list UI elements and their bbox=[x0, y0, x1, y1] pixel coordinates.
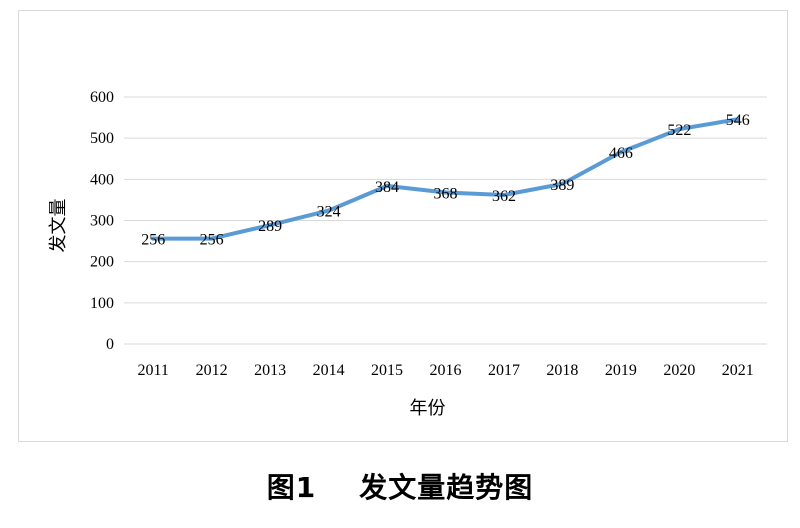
y-tick-label: 200 bbox=[90, 254, 114, 271]
y-axis-title: 发文量 bbox=[48, 199, 69, 253]
data-point bbox=[209, 236, 214, 241]
data-point bbox=[735, 117, 740, 122]
x-tick-label: 2015 bbox=[371, 362, 403, 379]
data-point bbox=[268, 223, 273, 228]
y-tick-label: 400 bbox=[90, 171, 114, 188]
gridlines bbox=[124, 96, 767, 345]
y-tick-label: 0 bbox=[106, 336, 114, 353]
x-tick-label: 2020 bbox=[663, 362, 695, 379]
y-tick-label: 500 bbox=[90, 130, 114, 147]
y-tick-label: 100 bbox=[90, 295, 114, 312]
x-tick-label: 2012 bbox=[196, 362, 228, 379]
y-tick-label: 600 bbox=[90, 89, 114, 106]
x-axis-title: 年份 bbox=[410, 398, 446, 419]
data-label: 389 bbox=[550, 177, 574, 194]
data-point bbox=[501, 192, 506, 197]
data-label: 256 bbox=[141, 232, 165, 249]
data-point bbox=[618, 150, 623, 155]
x-axis-ticks: 2011 2012 2013 2014 2015 2016 2017 2018 2019 2020… bbox=[138, 362, 754, 379]
x-tick-label: 2021 bbox=[722, 362, 754, 379]
figure-number: 图1 bbox=[266, 471, 317, 504]
data-labels: 256 256 289 324 384 368 362 389 466 522 546 bbox=[141, 112, 750, 248]
x-tick-label: 2014 bbox=[313, 362, 345, 379]
data-point bbox=[560, 181, 565, 186]
data-point bbox=[443, 190, 448, 195]
data-label: 324 bbox=[317, 204, 341, 221]
data-label: 362 bbox=[492, 188, 516, 205]
data-point bbox=[385, 183, 390, 188]
series-layer bbox=[151, 117, 740, 241]
x-tick-label: 2016 bbox=[430, 362, 462, 379]
x-tick-label: 2019 bbox=[605, 362, 637, 379]
data-label: 546 bbox=[726, 112, 750, 129]
data-label: 466 bbox=[609, 145, 633, 162]
figure-caption: 图1 发文量趋势图 bbox=[0, 466, 800, 506]
data-label: 256 bbox=[200, 232, 224, 249]
data-point bbox=[326, 208, 331, 213]
x-tick-label: 2011 bbox=[138, 362, 169, 379]
data-label: 368 bbox=[434, 186, 458, 203]
x-tick-label: 2017 bbox=[488, 362, 520, 379]
data-label: 522 bbox=[667, 122, 691, 139]
x-tick-label: 2018 bbox=[546, 362, 578, 379]
chart-area: 0 100 200 300 400 500 600 2011 2012 2013 2014 2015… bbox=[18, 10, 788, 442]
y-axis-ticks: 0 100 200 300 400 500 600 bbox=[90, 89, 114, 353]
data-label: 384 bbox=[375, 179, 399, 196]
data-label: 289 bbox=[258, 218, 282, 235]
data-point bbox=[677, 127, 682, 132]
x-tick-label: 2013 bbox=[254, 362, 286, 379]
data-point bbox=[151, 236, 156, 241]
figure-title: 发文量趋势图 bbox=[359, 471, 534, 504]
y-tick-label: 300 bbox=[90, 213, 114, 230]
line-chart: 0 100 200 300 400 500 600 2011 2012 2013 2014 2015… bbox=[48, 89, 767, 419]
